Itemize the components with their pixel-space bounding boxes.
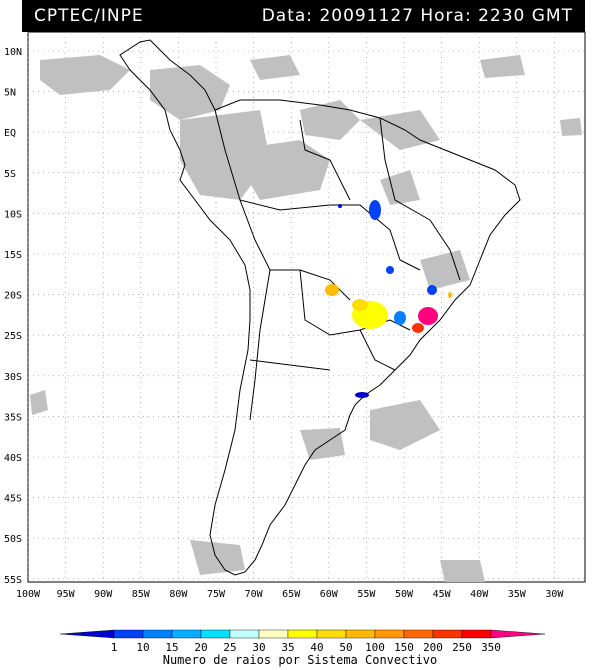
legend-label: 15 bbox=[165, 641, 178, 654]
legend-label: 250 bbox=[452, 641, 472, 654]
legend-swatch bbox=[287, 629, 318, 639]
source-label: CPTEC/INPE bbox=[34, 6, 144, 26]
lon-label: 75W bbox=[207, 589, 226, 600]
lon-label: 90W bbox=[94, 589, 113, 600]
lon-label: 55W bbox=[357, 589, 376, 600]
legend-swatch bbox=[200, 629, 231, 639]
legend-label: 100 bbox=[365, 641, 385, 654]
lat-label: 10S bbox=[4, 209, 22, 220]
color-legend: 1 10 15 20 25 30 35 40 50 100 150 200 250 350 bbox=[59, 629, 546, 654]
legend-swatch bbox=[374, 629, 405, 639]
lat-label: 45S bbox=[4, 494, 22, 505]
lon-label: 70W bbox=[245, 589, 264, 600]
legend-swatch bbox=[490, 629, 546, 639]
legend-label: 50 bbox=[339, 641, 352, 654]
lat-label: 10N bbox=[4, 47, 22, 58]
lon-label: 40W bbox=[470, 589, 489, 600]
legend-label: 20 bbox=[194, 641, 207, 654]
lon-label: 65W bbox=[282, 589, 301, 600]
lightning-systems bbox=[325, 200, 452, 398]
legend-swatch bbox=[59, 629, 115, 639]
lightning-map: 10N5NEQ5S10S15S20S25S30S35S40S45S50S55S … bbox=[4, 31, 586, 600]
legend-label: 1 bbox=[111, 641, 118, 654]
lat-label: 15S bbox=[4, 250, 22, 261]
lon-label: 35W bbox=[508, 589, 527, 600]
lon-label: 45W bbox=[433, 589, 452, 600]
longitude-labels: 100W 95W 90W 85W 80W 75W 70W 65W 60W 55W 50W 45W 40W… bbox=[16, 589, 564, 600]
legend-swatch bbox=[171, 629, 202, 639]
legend-label: 25 bbox=[223, 641, 236, 654]
lon-label: 95W bbox=[57, 589, 76, 600]
lat-label: 25S bbox=[4, 331, 22, 342]
lat-label: 55S bbox=[4, 575, 22, 586]
lat-label: 30S bbox=[4, 372, 22, 383]
lat-label: 40S bbox=[4, 453, 22, 464]
legend-label: 10 bbox=[136, 641, 149, 654]
legend-swatch bbox=[432, 629, 463, 639]
legend-label: 35 bbox=[281, 641, 294, 654]
lon-label: 60W bbox=[320, 589, 339, 600]
legend-labels: 1 10 15 20 25 30 35 40 50 100 150 200 250 350 bbox=[111, 641, 501, 654]
legend-swatch bbox=[113, 629, 144, 639]
legend-swatch bbox=[461, 629, 492, 639]
lon-label: 85W bbox=[132, 589, 151, 600]
lon-label: 50W bbox=[395, 589, 414, 600]
lat-label: 5N bbox=[4, 88, 16, 99]
lat-label: 5S bbox=[4, 169, 16, 180]
legend-label: 200 bbox=[423, 641, 443, 654]
lon-label: 100W bbox=[16, 589, 41, 600]
legend-swatch bbox=[142, 629, 173, 639]
legend-swatch bbox=[258, 629, 289, 639]
legend-label: 150 bbox=[394, 641, 414, 654]
legend-swatch bbox=[345, 629, 376, 639]
lat-label: 35S bbox=[4, 412, 22, 423]
lon-label: 80W bbox=[169, 589, 188, 600]
lat-label: 20S bbox=[4, 291, 22, 302]
lon-label: 30W bbox=[545, 589, 564, 600]
legend-swatch bbox=[229, 629, 260, 639]
legend-swatch bbox=[316, 629, 347, 639]
legend-caption: Numero de raios por Sistema Convectivo bbox=[162, 653, 438, 667]
legend-label: 30 bbox=[252, 641, 265, 654]
legend-swatch bbox=[403, 629, 434, 639]
datetime-label: Data: 20091127 Hora: 2230 GMT bbox=[261, 6, 573, 26]
legend-bar bbox=[59, 629, 546, 639]
continent-outline bbox=[119, 39, 521, 576]
map-header: CPTEC/INPE Data: 20091127 Hora: 2230 GMT bbox=[22, 0, 585, 32]
lat-label: EQ bbox=[4, 128, 16, 139]
legend-label: 350 bbox=[481, 641, 501, 654]
latitude-labels: 10N 5N EQ 5S 10S 15S 20S 25S 30S 35S 40S 45S 50S 55S bbox=[4, 47, 22, 586]
lat-label: 50S bbox=[4, 534, 22, 545]
legend-label: 40 bbox=[310, 641, 323, 654]
